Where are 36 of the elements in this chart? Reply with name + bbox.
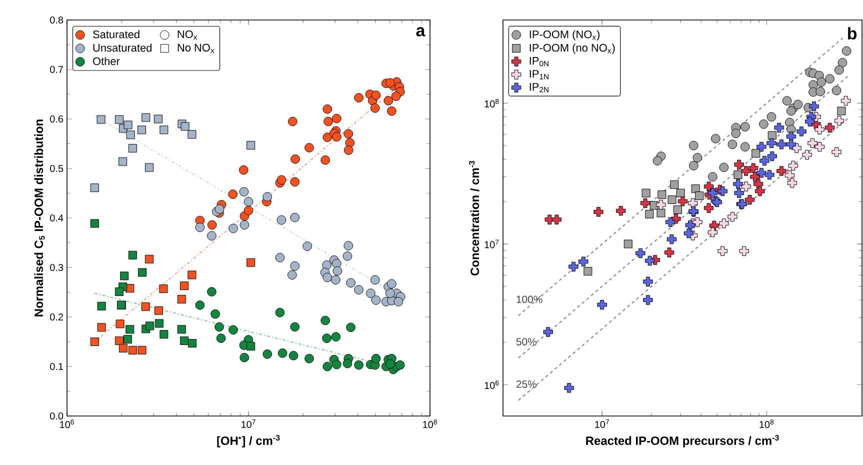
y-tick-label: 0.4 — [50, 214, 64, 222]
legend-label: Other — [93, 57, 120, 66]
series-label: 25% — [516, 380, 536, 388]
y-tick-label: 0.6 — [50, 115, 64, 123]
x-tick-label: 10$^{8}$ — [423, 420, 437, 428]
y-tick-label: 0.8 — [50, 16, 64, 24]
legend-label: IP$_{0N}$ — [530, 57, 548, 66]
legend-label: Unsaturated — [93, 44, 152, 52]
x-axis-title: Reacted IP-OOM precursors / cm$^{-3}$ — [586, 434, 779, 448]
x-tick-label: 10$^{7}$ — [242, 420, 256, 428]
y-tick-label: 0.0 — [50, 412, 64, 420]
annotation: b — [848, 27, 857, 40]
y-tick-label: 0.2 — [50, 313, 63, 321]
legend-label: NO$_{x}$ — [178, 30, 198, 40]
y-axis-title: Normalised C$_{5}$ IP-OOM distribution — [34, 120, 45, 316]
y-axis-title: Concentration / cm$^{-3}$ — [469, 160, 480, 276]
y-tick-label: 10$^{7}$ — [484, 240, 499, 248]
annotation: a — [416, 27, 426, 36]
legend-label: IP-OOM (NO$_{x}$) — [530, 30, 600, 40]
x-tick-label: 10$^{7}$ — [595, 420, 609, 428]
y-tick-label: 0.1 — [50, 362, 64, 370]
y-tick-label: 0.5 — [50, 164, 64, 172]
legend-label: Saturated — [93, 30, 140, 38]
y-tick-label: 10$^{8}$ — [484, 98, 499, 108]
y-tick-label: 10$^{6}$ — [484, 380, 499, 390]
x-axis-title: [OH$^{•}$] / cm$^{-3}$ — [217, 434, 280, 448]
y-tick-label: 0.3 — [50, 264, 64, 272]
legend-label: IP$_{2N}$ — [530, 83, 548, 92]
legend-label: No NO$_{x}$ — [178, 44, 214, 54]
series-label: 100% — [516, 296, 542, 304]
y-tick-label: 0.7 — [50, 66, 63, 74]
legend-label: IP-OOM (no NO$_{x}$) — [530, 44, 615, 54]
series-label: 50% — [516, 338, 536, 346]
x-tick-label: 10$^{6}$ — [60, 420, 74, 428]
legend-label: IP$_{1N}$ — [530, 70, 548, 80]
x-tick-label: 10$^{8}$ — [760, 420, 774, 428]
